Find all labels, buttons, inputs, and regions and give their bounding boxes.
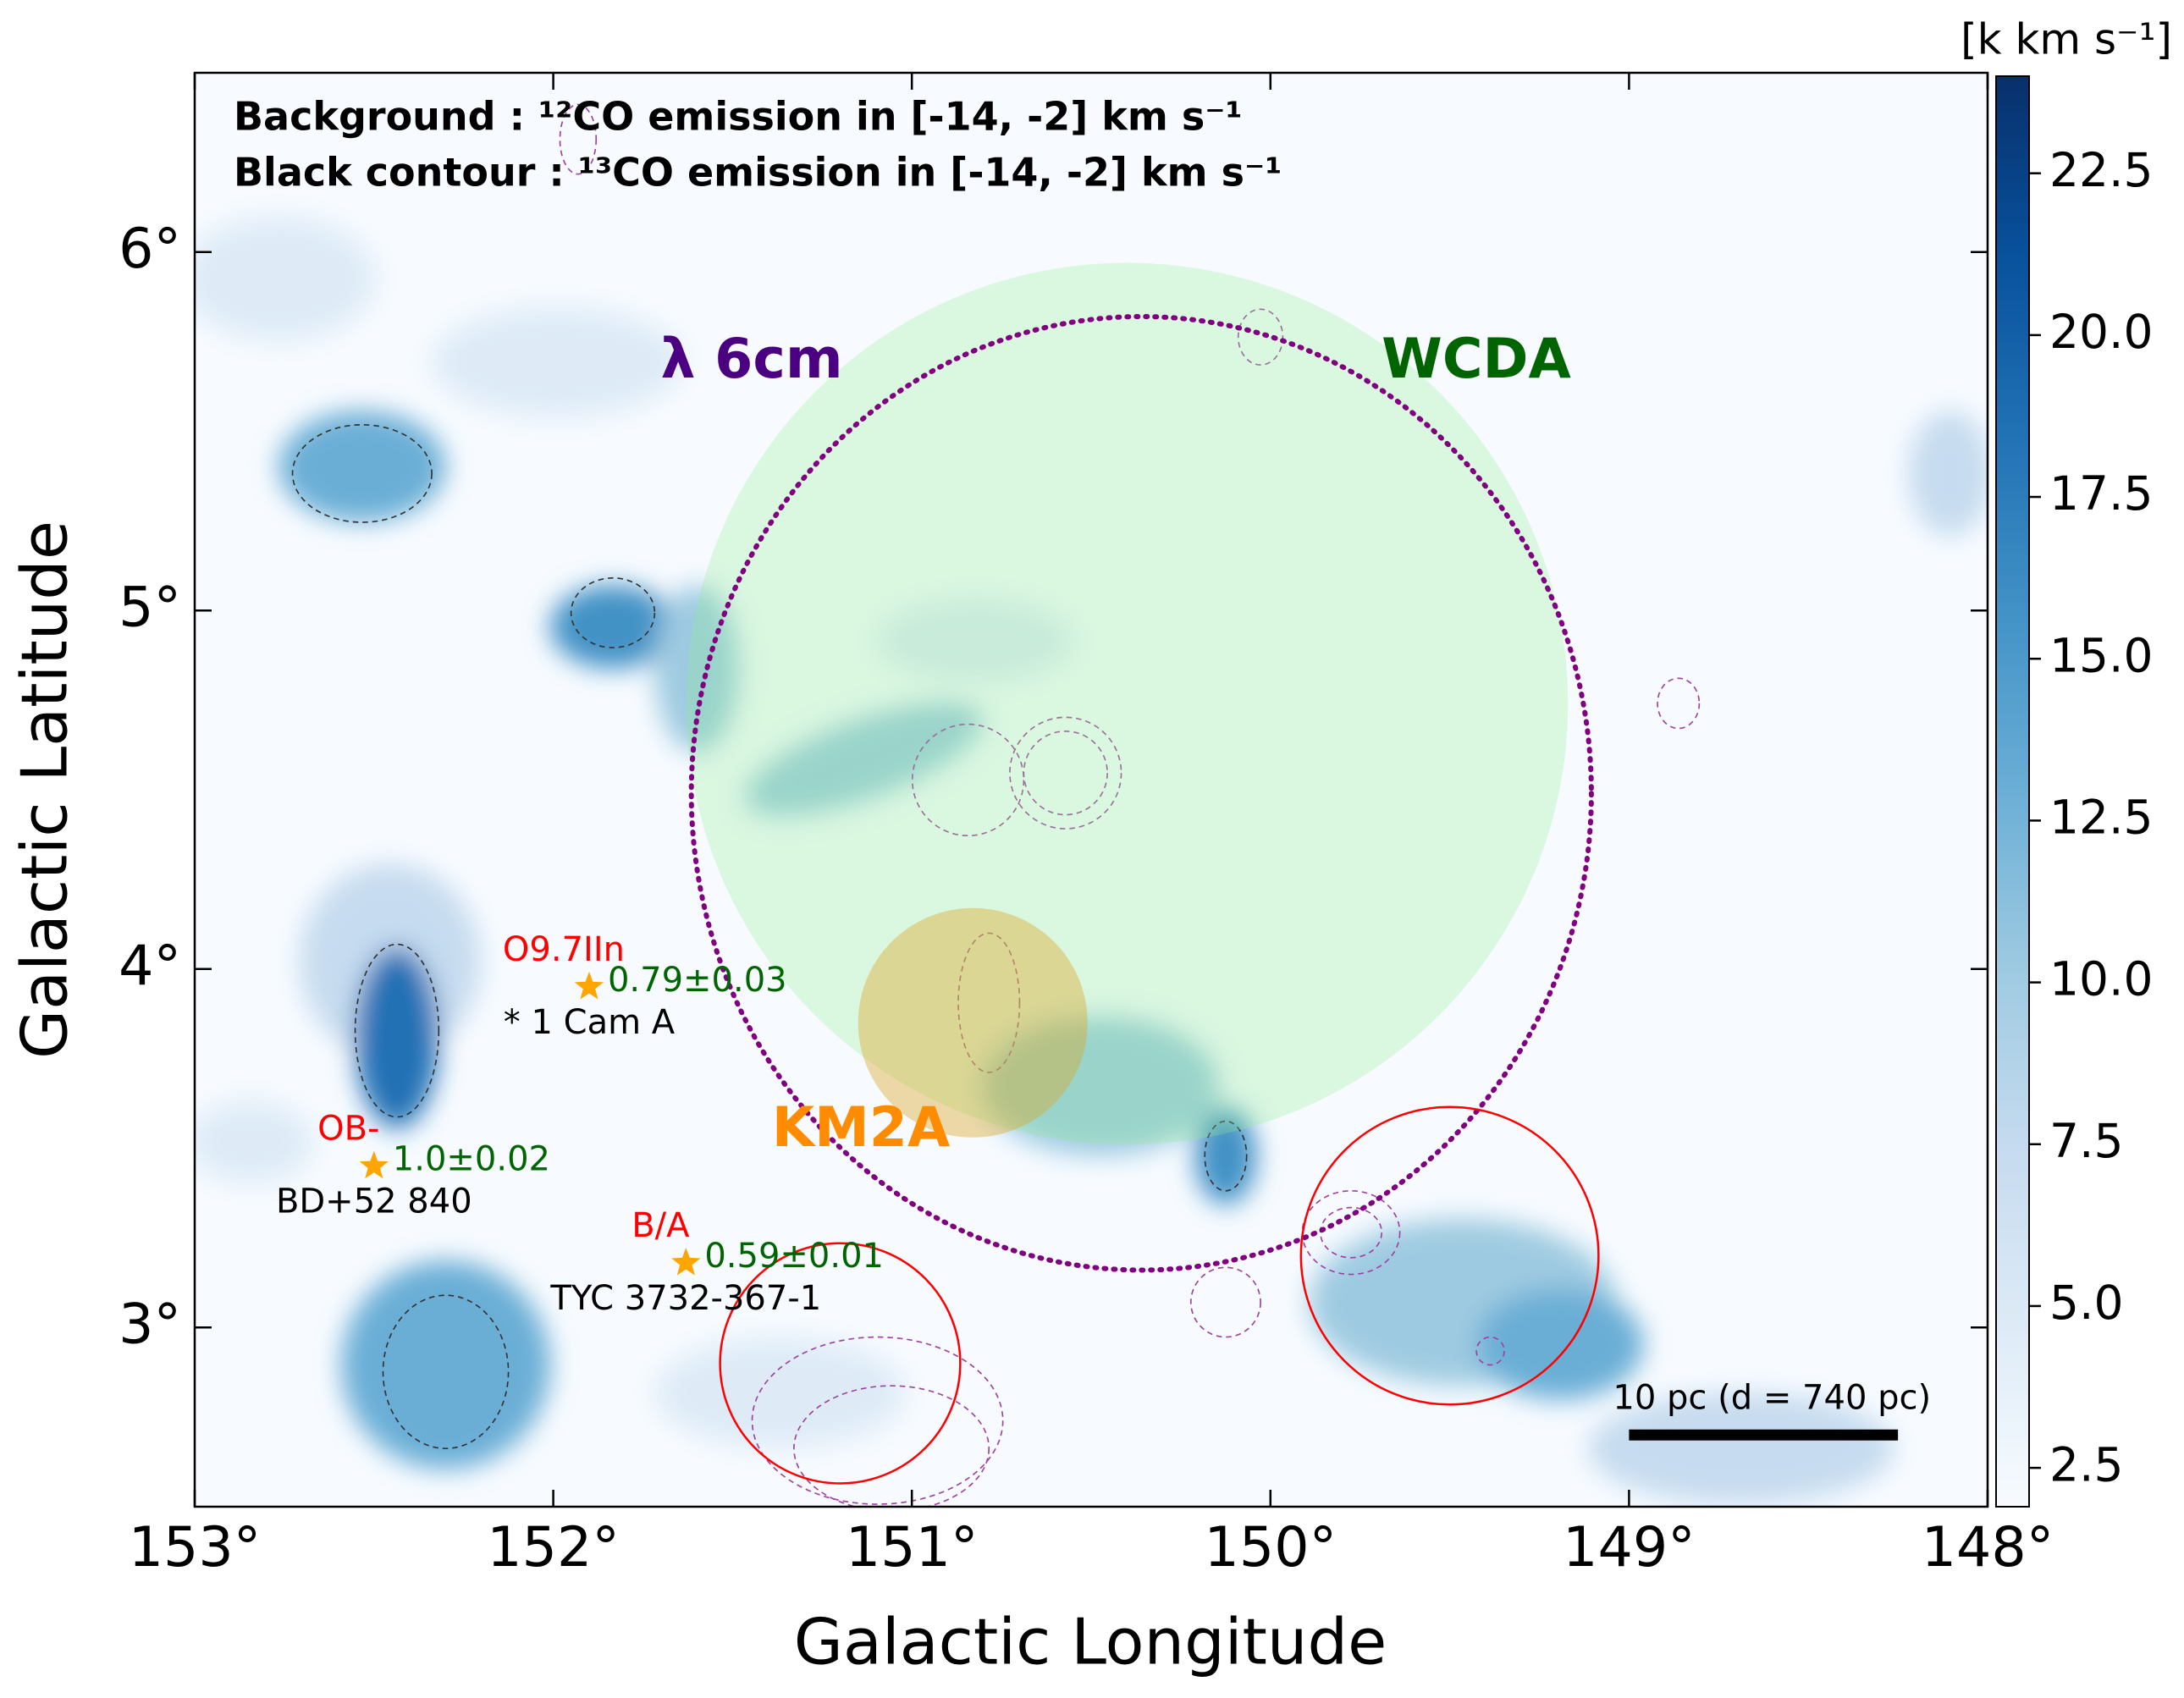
contour [1301,1189,1401,1276]
source-star [574,971,604,1000]
y-tick-label: 3° [119,1293,181,1356]
emission-blob [549,585,676,669]
emission-blob [279,411,446,523]
annotation: Background : ¹²CO emission in [-14, -2] … [234,94,1243,140]
y-tick-label: 6° [119,218,181,281]
emission-blob [432,306,683,418]
contour [957,932,1021,1073]
x-tick-label: 149° [1563,1516,1696,1579]
emission-blob [341,1260,550,1469]
colorbar-tick-label: 20.0 [2049,305,2153,359]
annotation: Black contour : ¹³CO emission in [-14, -… [234,150,1282,196]
colorbar-tick-label: 22.5 [2049,143,2153,197]
y-axis-label: Galactic Latitude [8,521,82,1059]
colorbar-tick-label: 2.5 [2049,1437,2123,1491]
x-tick-label: 152° [487,1516,620,1579]
source-star [671,1248,701,1276]
region-ring [1299,1105,1600,1406]
contour [1204,1120,1248,1192]
contour [559,103,598,175]
region-label: λ 6cm [660,328,842,391]
contour [570,577,656,648]
contour [1237,308,1284,366]
emission-blob [355,946,439,1128]
contour [1009,716,1122,830]
colorbar-tick-label: 12.5 [2049,791,2153,845]
region-ellipse [688,313,1594,1273]
fit-value: 1.0±0.02 [393,1140,550,1179]
contour [1189,1266,1261,1338]
emission-blob [1476,1287,1644,1400]
spectral-type: B/A [631,1206,690,1245]
colorbar-tick-label: 15.0 [2049,628,2153,682]
emission-blob [877,598,1073,683]
colorbar-tick-label: 17.5 [2049,466,2153,521]
colorbar-label: [k km s⁻¹] [1961,15,2172,64]
emission-blob [1908,411,1988,537]
contour [793,1385,990,1507]
source-name: TYC 3732-367-1 [549,1279,821,1318]
fit-value: 0.79±0.03 [608,961,787,1000]
plot-frame [193,71,1989,1508]
source-star [359,1150,389,1179]
x-axis-label: Galactic Longitude [794,1605,1387,1679]
contour [1657,677,1701,730]
emission-blob [745,703,983,816]
x-tick-label: 148° [1922,1516,2054,1579]
contour [354,943,440,1118]
plot-background [195,73,1988,1507]
region-disk [686,262,1569,1145]
emission-blob [1587,1392,1894,1505]
region-disk [858,907,1088,1138]
colorbar [1995,75,2030,1508]
source-name: BD+52 840 [276,1183,472,1221]
emission-blob [195,1100,314,1184]
contour [1023,730,1108,816]
region-label: KM2A [772,1096,951,1160]
regions [686,262,1600,1485]
y-tick-label: 4° [119,934,181,998]
source-name: * 1 Cam A [504,1003,676,1042]
emission-blob [195,216,377,342]
x-tick-label: 151° [846,1516,979,1579]
contours [291,103,1701,1507]
region-label: WCDA [1382,328,1571,391]
emission-blob [654,1337,906,1449]
colorbar-tick-label: 10.0 [2049,952,2153,1006]
emission-blob [982,1017,1219,1156]
x-tick-label: 150° [1205,1516,1337,1579]
emission-layer [195,103,1988,1507]
contour [291,424,433,523]
colorbar-tick-label: 5.0 [2049,1276,2123,1330]
co-emission [195,216,1988,1505]
contour [1475,1336,1505,1366]
colorbar-tick-label: 7.5 [2049,1114,2123,1168]
y-tick-label: 5° [119,576,181,639]
contour [911,723,1025,837]
region-ring [719,1242,962,1485]
scale-bar-label: 10 pc (d = 740 pc) [1613,1378,1931,1417]
contour [751,1336,1004,1505]
spectral-type: OB- [317,1110,379,1149]
spectral-type: O9.7IIn [503,930,625,969]
fit-value: 0.59±0.01 [704,1237,884,1276]
emission-blob [654,585,739,753]
x-tick-label: 153° [129,1516,262,1579]
contour [1320,1206,1383,1259]
